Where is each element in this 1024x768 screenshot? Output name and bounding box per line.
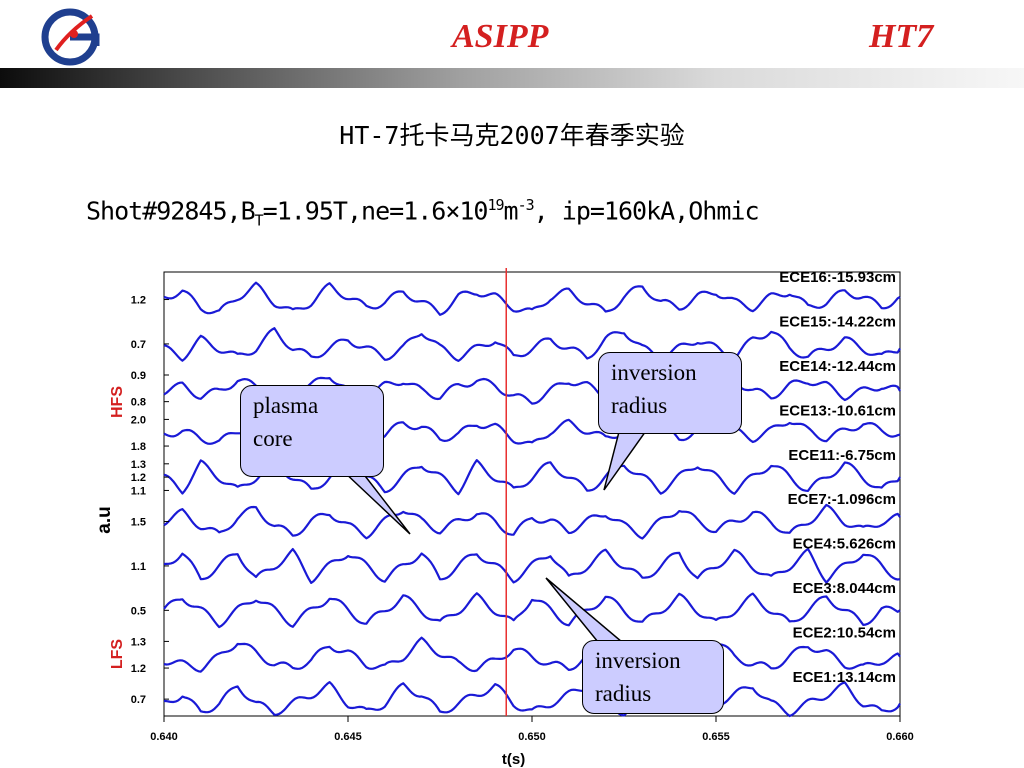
y-tick-label: 0.9: [131, 370, 146, 382]
x-tick-label: 0.660: [886, 731, 914, 743]
shot-suffix: , ip=160kA,Ohmic: [533, 196, 760, 226]
ece-trace-line: [163, 681, 901, 718]
shot-density-exponent: 19: [487, 196, 504, 214]
ece-series-label: ECE16:-15.93cm: [779, 269, 896, 286]
ece-series-label: ECE11:-6.75cm: [788, 447, 896, 464]
callout-inversion-radius-top: inversion radius: [598, 352, 742, 434]
y-tick-label: 1.5: [131, 517, 146, 529]
ece-trace-line: [163, 547, 901, 584]
callout-core-line1: plasma: [253, 393, 319, 418]
ece-series-label: ECE3:8.044cm: [793, 580, 896, 597]
lfs-label: LFS: [109, 639, 126, 670]
ece-series-label: ECE7:-1.096cm: [788, 491, 896, 508]
callout-plasma-core: plasma core: [240, 385, 384, 477]
x-tick-label: 0.650: [518, 731, 546, 743]
y-tick-label: 1.2: [131, 663, 146, 675]
ece-series-label: ECE15:-14.22cm: [779, 314, 896, 331]
ece-series-label: ECE1:13.14cm: [793, 669, 896, 686]
y-tick-label: 1.3: [131, 459, 146, 471]
y-axis-label: a.u: [94, 506, 115, 533]
hfs-label: HFS: [109, 386, 126, 418]
callout-inv2-line1: inversion: [595, 648, 681, 673]
y-tick-label: 1.2: [131, 295, 146, 307]
ece-series-label: ECE13:-10.61cm: [779, 402, 896, 419]
y-tick-label: 1.2: [131, 472, 146, 484]
y-tick-label: 2.0: [131, 414, 146, 426]
shot-unit-exponent: -3: [517, 196, 535, 214]
shot-unit: m: [503, 196, 519, 226]
y-tick-label: 1.3: [131, 636, 146, 648]
y-tick-label: 0.7: [131, 339, 146, 351]
x-tick-label: 0.655: [702, 731, 730, 743]
ece-chart: 0.640 0.645 0.650 0.655 0.660 t(s) a.u HFS LFS EC…: [94, 268, 914, 768]
header-asipp: ASIPP: [452, 18, 549, 55]
y-tick-label: 1.1: [131, 561, 146, 573]
x-axis-label: t(s): [502, 751, 525, 768]
y-tick-label: 1.8: [131, 441, 146, 453]
ece-trace-line: [163, 281, 901, 316]
slide-subtitle: HT-7托卡马克2007年春季实验: [339, 121, 685, 150]
ece-series-label: ECE4:5.626cm: [793, 536, 896, 553]
asipp-logo: [41, 8, 100, 66]
x-tick-label: 0.645: [334, 731, 362, 743]
y-tick-label: 0.8: [131, 397, 146, 409]
shot-parameters: Shot#92845,BT=1.95T,ne=1.6×1019m-3, ip=1…: [86, 196, 759, 229]
shot-mid: =1.95T,ne=1.6×10: [262, 196, 489, 226]
callout-inv1-line1: inversion: [611, 360, 697, 385]
callout-inversion-radius-bottom: inversion radius: [582, 640, 724, 714]
ece-trace-line: [163, 636, 901, 673]
header-ht7: HT7: [869, 18, 934, 55]
y-tick-label: 0.7: [131, 694, 146, 706]
shot-prefix: Shot#92845,B: [86, 196, 256, 226]
ece-trace-line: [163, 592, 901, 629]
ece-trace-line: [163, 503, 901, 540]
header-gradient-bar: [0, 68, 1024, 88]
ece-series-label: ECE14:-12.44cm: [779, 358, 896, 375]
callout-inv1-line2: radius: [611, 393, 668, 418]
callout-inv2-line2: radius: [595, 681, 652, 706]
ece-trace-line: [163, 327, 901, 362]
y-tick-label: 0.5: [131, 605, 146, 617]
shot-bt-subscript: T: [254, 211, 264, 230]
y-tick-label: 1.1: [131, 485, 146, 497]
x-tick-label: 0.640: [150, 731, 178, 743]
callout-core-line2: core: [253, 426, 293, 451]
ece-series-label: ECE2:10.54cm: [793, 624, 896, 641]
